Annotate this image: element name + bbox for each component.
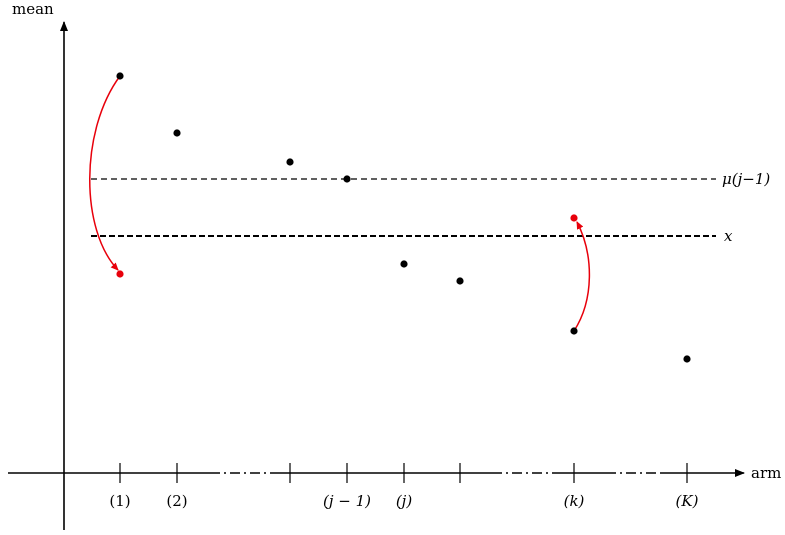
arm-k-point	[570, 327, 578, 335]
tick-label-2: (2)	[166, 492, 187, 510]
tick-label-1: (1)	[109, 492, 130, 510]
arm-6-point	[456, 277, 464, 285]
x-axis-ticks	[119, 463, 688, 483]
arm-K-point	[683, 355, 691, 363]
arm-1-shifted-point	[116, 270, 124, 278]
arm-k-shifted-point	[570, 214, 578, 222]
arm-j-minus-1-point	[343, 175, 351, 183]
arm-3-point	[286, 158, 294, 166]
tick-label-j: (j)	[396, 492, 413, 510]
arm-points	[116, 72, 691, 363]
mu-threshold-label: μ(j−1)	[722, 170, 770, 188]
arm-k-shift-arrow	[573, 221, 591, 332]
x-threshold-label: x	[724, 227, 733, 245]
tick-label-j-minus-1: (j − 1)	[323, 492, 371, 510]
arm-1-shift-arrow	[89, 75, 121, 271]
x-axis-label: arm	[751, 464, 781, 482]
arm-1-point	[116, 72, 124, 80]
tick-label-k: (k)	[564, 492, 585, 510]
tick-label-K: (K)	[676, 492, 699, 510]
y-axis-label: mean	[12, 0, 54, 18]
arm-2-point	[173, 129, 181, 137]
arm-j-point	[400, 260, 408, 268]
